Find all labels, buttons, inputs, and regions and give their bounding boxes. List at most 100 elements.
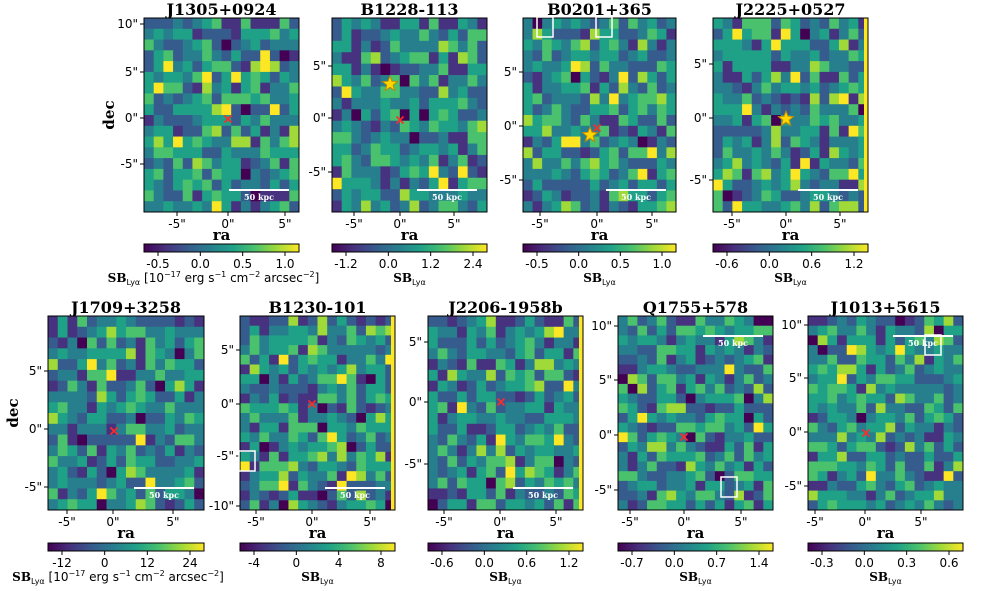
heatmap-cell (553, 413, 565, 425)
heatmap-cell (356, 442, 367, 453)
heatmap-cell (656, 422, 667, 433)
heatmap-cell (933, 500, 945, 511)
heatmap-cell (419, 132, 430, 144)
heatmap-cell (135, 456, 146, 468)
heatmap-cell (722, 28, 733, 40)
heatmap-cell (457, 348, 468, 360)
heatmap-cell (448, 120, 459, 133)
heatmap-cell (713, 28, 724, 40)
heatmap-cell (553, 456, 565, 468)
heatmap-cell (428, 143, 439, 156)
heatmap-cell (351, 63, 362, 76)
heatmap-cell (279, 201, 290, 213)
heatmap-cell (428, 200, 439, 213)
x-tick-label: -5" (345, 217, 362, 231)
y-tick-label: 5" (694, 57, 707, 71)
heatmap-cell (153, 136, 164, 148)
heatmap-cell (327, 364, 338, 375)
heatmap-cell (875, 335, 886, 346)
heatmap-cell (231, 158, 242, 170)
heatmap-cell (106, 477, 117, 489)
heatmap-cell (96, 359, 107, 371)
heatmap-cell (809, 82, 820, 94)
heatmap-cell (467, 154, 478, 167)
heatmap-cell (211, 104, 222, 116)
heatmap-cell (361, 200, 372, 213)
heatmap-cell (542, 104, 553, 116)
heatmap-cell (771, 18, 782, 30)
heatmap-cell (676, 364, 687, 375)
heatmap-cell (933, 451, 945, 462)
heatmap-cell (685, 480, 696, 491)
heatmap-cell (341, 189, 352, 201)
heatmap-cell (676, 451, 687, 462)
heatmap-cell (763, 345, 774, 356)
heatmap-cell (250, 115, 261, 127)
heatmap-cell (269, 335, 280, 346)
heatmap-cell (259, 413, 270, 424)
heatmap-cell (327, 490, 338, 501)
heatmap-cell (48, 413, 59, 425)
heatmap-cell (751, 93, 762, 105)
heatmap-cell (438, 132, 449, 144)
heatmap-cell (714, 432, 725, 443)
heatmap-cell (57, 413, 68, 425)
heatmap-cell (858, 179, 869, 191)
heatmap-cell (249, 364, 260, 375)
heatmap-cell (753, 325, 764, 336)
heatmap-cell (466, 499, 477, 511)
heatmap-cell (761, 18, 772, 30)
heatmap-cell (544, 402, 555, 414)
heatmap-cell (356, 461, 367, 472)
heatmap-cell (289, 115, 300, 127)
x-tick-label: 0" (858, 515, 871, 529)
heatmap-cell (289, 158, 300, 170)
heatmap-cell (307, 335, 318, 346)
heatmap-cell (457, 391, 468, 403)
heatmap-cell (182, 82, 193, 94)
x-tick-label: 0" (493, 515, 506, 529)
colorbar (617, 542, 774, 552)
heatmap-cell (438, 120, 449, 133)
x-axis-label: ra (687, 524, 705, 542)
heatmap-cell (780, 71, 791, 84)
heatmap-cell (336, 451, 347, 462)
heatmap-cell (173, 179, 184, 191)
heatmap-cell (327, 422, 338, 433)
heatmap-cell (184, 380, 195, 392)
heatmap-cell (240, 136, 251, 148)
heatmap-cell (819, 82, 830, 94)
colorbar-tick-label: 12 (140, 556, 155, 570)
heatmap-cell (904, 345, 915, 356)
heatmap-cell (817, 374, 828, 385)
heatmap-cell (144, 104, 155, 116)
x-tick-label: -5" (435, 515, 452, 529)
heatmap-cell (542, 158, 553, 170)
heatmap-cell (332, 29, 343, 42)
panel-frame (239, 315, 396, 511)
heatmap-cell (77, 391, 88, 403)
heatmap-cell (943, 413, 954, 424)
heatmap-cell (240, 335, 251, 346)
heatmap-cell (573, 466, 584, 479)
heatmap-cell (298, 432, 309, 443)
heatmap-cell (846, 325, 857, 336)
heatmap-cell (260, 93, 271, 105)
heatmap-cell (524, 434, 535, 446)
heatmap-cell (144, 125, 155, 137)
heatmap-cell (817, 442, 828, 453)
heatmap-cell (240, 71, 251, 84)
heatmap-cell (437, 380, 448, 392)
heatmap-cell (637, 345, 648, 356)
heatmap-cell (542, 136, 553, 148)
heatmap-cell (240, 93, 251, 105)
heatmap-cell (771, 158, 782, 170)
heatmap-cell (722, 93, 733, 105)
heatmap-cell (609, 115, 620, 127)
heatmap-cell (713, 201, 724, 213)
colorbar-tick-label: 0.5 (611, 257, 630, 271)
heatmap-cell (231, 201, 242, 213)
heatmap-cell (875, 451, 886, 462)
heatmap-cell (771, 93, 782, 105)
heatmap-cell (153, 179, 164, 191)
